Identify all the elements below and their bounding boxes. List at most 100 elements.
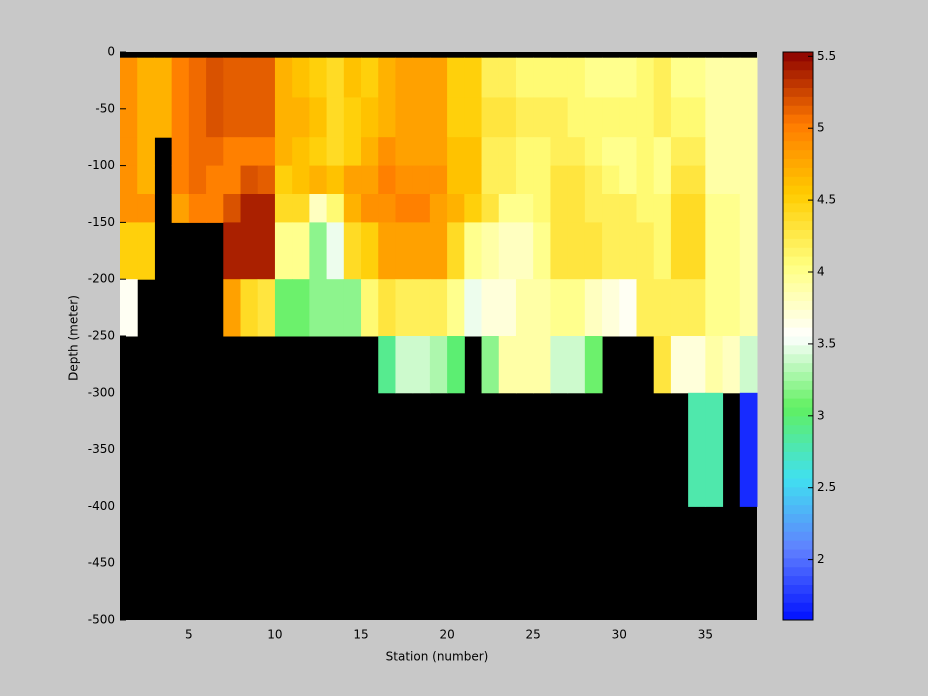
- colorbar-swatch: [783, 309, 813, 319]
- heat-cell: [429, 336, 448, 394]
- heat-cell: [120, 222, 138, 280]
- colorbar-swatch: [783, 451, 813, 461]
- heat-cell: [120, 57, 138, 98]
- colorbar-swatch: [783, 540, 813, 550]
- heat-cell: [361, 57, 379, 98]
- colorbar-swatch: [783, 495, 813, 506]
- heat-cell: [464, 57, 483, 98]
- colorbar-swatch: [783, 486, 813, 497]
- y-tick-label: -200: [88, 272, 115, 286]
- x-tick-label: 5: [185, 628, 193, 642]
- heat-cell: [619, 137, 637, 167]
- heat-cell: [447, 336, 465, 394]
- heat-cell: [429, 279, 448, 337]
- heat-cell: [584, 279, 603, 337]
- heat-cell: [636, 222, 655, 280]
- colorbar-swatch: [783, 114, 813, 124]
- heat-cell: [395, 279, 414, 337]
- heat-cell: [602, 222, 620, 280]
- heat-cell: [171, 194, 190, 223]
- heat-cell: [567, 194, 586, 223]
- colorbar-swatch: [783, 353, 813, 364]
- heat-cell: [739, 336, 758, 394]
- heat-cell: [619, 194, 637, 223]
- colorbar-tick-label: 4.5: [817, 193, 836, 207]
- heat-cell: [326, 279, 345, 337]
- colorbar-swatch: [783, 389, 813, 399]
- heat-cell: [653, 222, 672, 280]
- heat-cell: [257, 279, 276, 337]
- heat-cell: [705, 336, 724, 394]
- heat-cell: [653, 165, 672, 195]
- heat-cell: [223, 222, 242, 280]
- colorbar-swatch: [783, 131, 813, 142]
- colorbar-swatch: [783, 105, 813, 115]
- heat-cell: [705, 279, 724, 337]
- heat-cell: [240, 57, 259, 98]
- y-tick-label: -250: [88, 329, 115, 343]
- heat-cell: [412, 279, 431, 337]
- heat-cell: [361, 165, 379, 195]
- heat-cell: [464, 279, 483, 337]
- heat-cell: [584, 165, 603, 195]
- y-tick-label: -450: [88, 556, 115, 570]
- heat-cell: [429, 165, 448, 195]
- colorbar-swatch: [783, 176, 813, 186]
- colorbar-tick-label: 3: [817, 408, 825, 422]
- colorbar-tick-label: 3.5: [817, 336, 836, 350]
- heat-cell: [326, 194, 345, 223]
- heat-cell: [223, 165, 242, 195]
- heat-cell: [378, 222, 396, 280]
- heat-cell: [206, 165, 224, 195]
- heat-cell: [257, 57, 276, 98]
- heat-cell: [395, 194, 414, 223]
- heat-cell: [343, 194, 362, 223]
- heat-cell: [550, 194, 569, 223]
- heat-cell: [550, 336, 569, 394]
- heat-cell: [498, 222, 517, 280]
- heat-cell: [240, 194, 259, 223]
- heat-cell: [464, 97, 483, 138]
- heat-cell: [533, 336, 551, 394]
- heat-cell: [361, 279, 379, 337]
- heat-cell: [361, 97, 379, 138]
- heat-cell: [257, 165, 276, 195]
- heat-cell: [602, 137, 620, 167]
- y-tick-label: -50: [95, 101, 115, 115]
- heat-cell: [274, 137, 293, 167]
- heat-cell: [343, 57, 362, 98]
- heat-cell: [515, 336, 534, 394]
- heat-cell: [722, 97, 741, 138]
- heat-cell: [670, 279, 689, 337]
- heat-cell: [533, 165, 551, 195]
- colorbar-swatch: [783, 433, 813, 443]
- heat-cell: [378, 336, 396, 394]
- colorbar-swatch: [783, 247, 813, 257]
- y-tick-label: 0: [107, 45, 115, 59]
- heat-cell: [481, 279, 500, 337]
- x-tick-label: 15: [353, 628, 368, 642]
- heat-cell: [412, 97, 431, 138]
- heat-cell: [326, 165, 345, 195]
- heat-cell: [739, 165, 758, 195]
- heat-cell: [223, 279, 242, 337]
- heat-cell: [515, 222, 534, 280]
- heat-cell: [343, 279, 362, 337]
- colorbar-swatch: [783, 158, 813, 168]
- colorbar-swatch: [783, 300, 813, 310]
- heat-cell: [137, 194, 155, 223]
- heat-cell: [412, 336, 431, 394]
- heat-cell: [292, 194, 310, 223]
- colorbar-tick-label: 2.5: [817, 480, 836, 494]
- heat-cell: [688, 165, 706, 195]
- heat-cell: [739, 57, 758, 98]
- heat-cell: [223, 137, 242, 167]
- heat-cell: [515, 137, 534, 167]
- heat-cell: [653, 57, 672, 98]
- heat-cell: [498, 336, 517, 394]
- heat-cell: [274, 222, 293, 280]
- heat-cell: [550, 279, 569, 337]
- heat-cell: [533, 194, 551, 223]
- heat-cell: [447, 165, 465, 195]
- heat-cell: [292, 137, 310, 167]
